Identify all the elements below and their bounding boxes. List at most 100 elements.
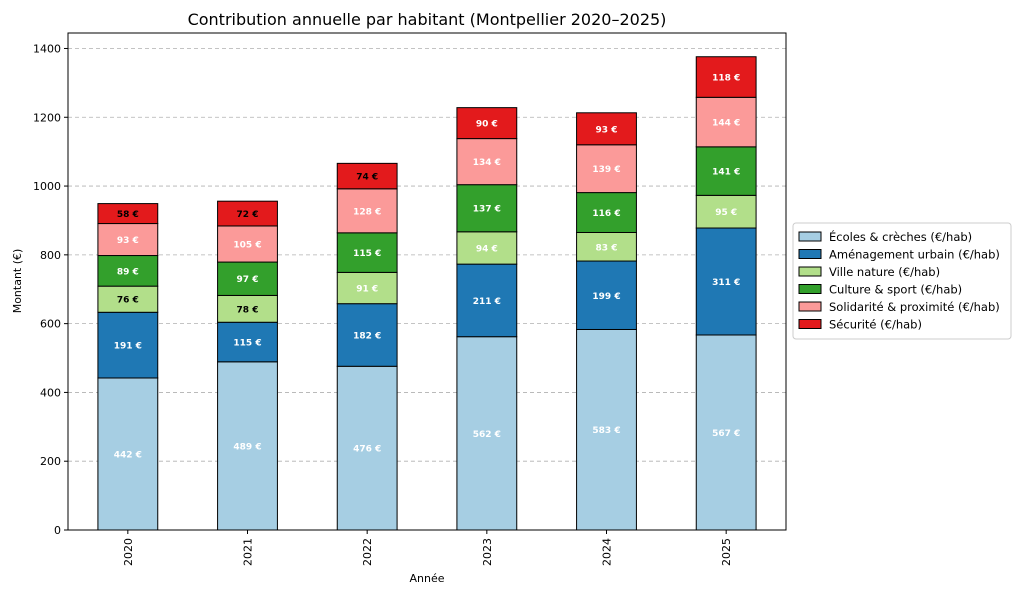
y-tick-label: 0 [54, 524, 61, 537]
bar-value-label: 115 € [353, 249, 381, 259]
bar-value-label: 95 € [715, 208, 737, 218]
bar-segment [97, 203, 159, 225]
bar-segment [336, 303, 398, 367]
bar-segment [217, 200, 278, 227]
bar-value-label: 489 € [233, 442, 261, 452]
bar-value-label: 211 € [473, 297, 501, 307]
bar-value-label: 83 € [596, 243, 618, 253]
chart-title: Contribution annuelle par habitant (Mont… [188, 10, 667, 29]
bar-segment [336, 162, 398, 190]
bar-segment [217, 294, 278, 323]
bar-value-label: 118 € [712, 74, 740, 84]
bar-value-label: 128 € [353, 207, 381, 217]
bar-segment [695, 194, 757, 229]
y-tick-label: 600 [40, 318, 61, 331]
bar-value-label: 139 € [592, 165, 620, 175]
bars-layer: 442 € 191 € 76 € 89 € 93 € 58 € 489 € 115 € 78 €… [97, 56, 757, 531]
bar-segment [695, 334, 757, 531]
legend-frame [792, 222, 1012, 340]
bar-value-label: 58 € [117, 210, 139, 220]
bar-segment [336, 365, 398, 531]
bar-segment [97, 223, 159, 257]
bar-value-label: 78 € [237, 305, 259, 315]
bar-value-label: 562 € [473, 430, 501, 440]
bar-value-label: 89 € [117, 267, 139, 277]
bar-segment [576, 112, 637, 146]
bar-value-label: 115 € [233, 339, 261, 349]
x-axis-label: Année [409, 572, 444, 585]
bar-segment [695, 96, 757, 148]
legend-swatch [798, 249, 822, 259]
legend: Écoles & crèches (€/hab) Aménagement urba… [792, 222, 1012, 340]
y-tick-label: 400 [40, 386, 61, 399]
bar-value-label: 134 € [473, 158, 501, 168]
legend-label: Écoles & crèches (€/hab) [829, 229, 972, 244]
x-tick-label: 2025 [720, 538, 733, 566]
y-tick-label: 1400 [33, 42, 61, 55]
bar-segment [97, 285, 159, 313]
bar-value-label: 90 € [476, 120, 498, 130]
x-tick-label: 2024 [601, 538, 614, 566]
bar-value-label: 97 € [237, 275, 259, 285]
bar-segment [576, 192, 637, 233]
bar-segment [336, 188, 398, 234]
bar-segment [695, 56, 757, 98]
bar-value-label: 476 € [353, 445, 381, 455]
bar-segment [217, 361, 278, 531]
bar-segment [695, 227, 757, 336]
legend-swatch [798, 231, 822, 242]
bar-segment [576, 231, 637, 262]
x-tick-label: 2020 [122, 538, 135, 566]
y-axis-label: Montant (€) [11, 249, 24, 314]
bar-value-label: 567 € [712, 429, 740, 439]
bar-value-label: 144 € [712, 119, 740, 129]
x-tick-label: 2023 [481, 538, 494, 566]
bar-value-label: 91 € [356, 285, 378, 295]
x-tick-label: 2021 [242, 538, 255, 566]
bar-value-label: 191 € [114, 342, 142, 352]
legend-label: Sécurité (€/hab) [829, 318, 922, 332]
legend-label: Solidarité & proximité (€/hab) [829, 300, 1000, 314]
bar-value-label: 116 € [592, 209, 620, 219]
bar-value-label: 311 € [712, 278, 740, 288]
bar-segment [576, 144, 637, 194]
bar-segment [217, 321, 278, 363]
bar-segment [97, 311, 159, 379]
y-tick-label: 1000 [33, 180, 61, 193]
x-tick-label: 2022 [361, 538, 374, 566]
bar-segment [97, 255, 159, 287]
legend-label: Ville nature (€/hab) [829, 265, 940, 279]
y-tick-label: 800 [40, 249, 61, 262]
bar-value-label: 199 € [592, 292, 620, 302]
legend-swatch [798, 266, 822, 277]
bar-value-label: 182 € [353, 331, 381, 341]
bar-segment [576, 260, 637, 330]
bar-value-label: 137 € [473, 205, 501, 215]
legend-swatch [798, 284, 822, 294]
legend-label: Aménagement urbain (€/hab) [829, 248, 1000, 262]
y-tick-label: 200 [40, 455, 61, 468]
bar-value-label: 94 € [476, 244, 498, 254]
legend-label: Culture & sport (€/hab) [829, 283, 962, 297]
bar-segment [217, 261, 278, 296]
bar-value-label: 141 € [712, 168, 740, 178]
bar-segment [576, 328, 637, 531]
bar-segment [217, 225, 278, 263]
bar-value-label: 76 € [117, 296, 139, 306]
y-tick-label: 1200 [33, 111, 61, 124]
bar-segment [456, 138, 518, 186]
bar-value-label: 93 € [596, 125, 618, 135]
bar-segment [456, 107, 518, 140]
axes-layer: 0 200 400 600 800 1000 1200 1400 2020 2021 2022 202… [33, 32, 787, 566]
bar-value-label: 442 € [114, 450, 142, 460]
legend-swatch [798, 319, 822, 329]
plot-frame [67, 32, 787, 531]
bar-value-label: 74 € [356, 173, 378, 183]
bar-value-label: 93 € [117, 236, 139, 246]
bar-value-label: 583 € [592, 426, 620, 436]
bar-value-label: 105 € [233, 241, 261, 251]
bar-value-label: 72 € [237, 210, 259, 220]
grid-layer [68, 48, 786, 462]
